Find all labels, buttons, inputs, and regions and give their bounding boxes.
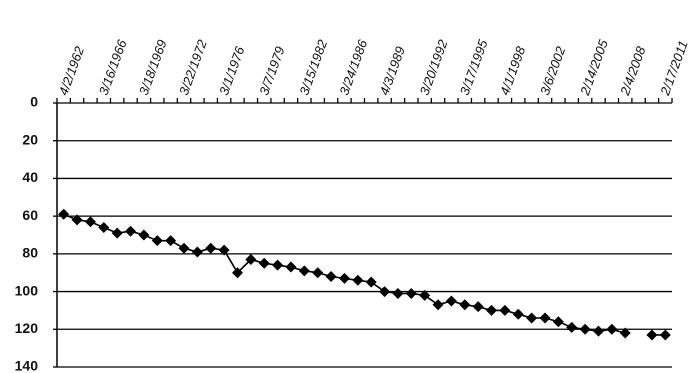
x-tick-label: 2/17/2011 bbox=[657, 39, 691, 99]
marker bbox=[379, 286, 391, 298]
x-tick-label: 3/6/2002 bbox=[537, 44, 569, 97]
marker bbox=[125, 225, 137, 237]
x-tick-label: 3/24/1986 bbox=[336, 37, 370, 97]
marker bbox=[165, 235, 177, 247]
marker bbox=[459, 299, 471, 311]
marker bbox=[71, 214, 83, 226]
marker bbox=[499, 304, 511, 316]
marker bbox=[486, 304, 498, 316]
marker bbox=[659, 329, 671, 341]
marker bbox=[619, 327, 631, 339]
y-tick-label: 120 bbox=[15, 320, 39, 336]
marker bbox=[151, 235, 163, 247]
marker bbox=[419, 289, 431, 301]
marker bbox=[258, 257, 270, 269]
marker bbox=[552, 316, 564, 328]
y-tick-label: 20 bbox=[22, 131, 38, 147]
x-tick-label: 3/18/1969 bbox=[136, 38, 170, 97]
marker bbox=[365, 276, 377, 288]
x-tick-label: 3/7/1979 bbox=[256, 45, 287, 98]
x-tick-label: 2/4/2008 bbox=[617, 44, 649, 98]
marker bbox=[566, 321, 578, 333]
x-tick-label: 3/1/1976 bbox=[216, 44, 248, 97]
marker bbox=[312, 267, 324, 279]
y-tick-label: 60 bbox=[22, 207, 38, 223]
x-tick-label: 3/20/1992 bbox=[417, 37, 451, 97]
y-tick-label: 40 bbox=[22, 169, 38, 185]
x-tick-label: 3/22/1972 bbox=[176, 37, 210, 97]
y-tick-label: 80 bbox=[22, 245, 38, 261]
marker bbox=[272, 259, 284, 271]
marker bbox=[218, 244, 230, 256]
marker bbox=[231, 267, 243, 279]
marker bbox=[245, 254, 257, 266]
y-tick-label: 140 bbox=[15, 358, 39, 373]
marker bbox=[512, 308, 524, 320]
marker bbox=[205, 242, 217, 254]
marker bbox=[432, 299, 444, 311]
x-tick-label: 4/1/1998 bbox=[497, 44, 529, 97]
marker bbox=[646, 329, 658, 341]
marker bbox=[178, 242, 190, 254]
marker bbox=[111, 227, 123, 239]
x-tick-label: 3/16/1966 bbox=[96, 37, 130, 97]
marker bbox=[539, 312, 551, 324]
marker bbox=[352, 274, 364, 286]
marker bbox=[285, 261, 297, 273]
marker bbox=[338, 272, 350, 284]
marker bbox=[445, 295, 457, 307]
marker bbox=[526, 312, 538, 324]
marker bbox=[606, 323, 618, 335]
marker bbox=[191, 246, 203, 258]
marker bbox=[298, 265, 310, 277]
x-tick-label: 2/14/2005 bbox=[577, 37, 611, 98]
marker bbox=[405, 287, 417, 299]
marker bbox=[138, 229, 150, 241]
marker bbox=[592, 325, 604, 337]
marker bbox=[579, 323, 591, 335]
x-tick-label: 4/2/1962 bbox=[56, 44, 88, 97]
marker bbox=[325, 270, 337, 282]
x-tick-label: 4/3/1989 bbox=[377, 45, 408, 98]
x-tick-label: 3/17/1995 bbox=[457, 37, 491, 97]
data-line bbox=[63, 213, 666, 336]
marker bbox=[98, 221, 110, 233]
marker bbox=[472, 301, 484, 313]
marker bbox=[392, 287, 404, 299]
y-tick-label: 0 bbox=[30, 94, 38, 110]
marker bbox=[58, 208, 70, 220]
x-tick-label: 3/15/1982 bbox=[296, 37, 330, 97]
marker bbox=[84, 216, 96, 228]
y-tick-label: 100 bbox=[15, 282, 39, 298]
